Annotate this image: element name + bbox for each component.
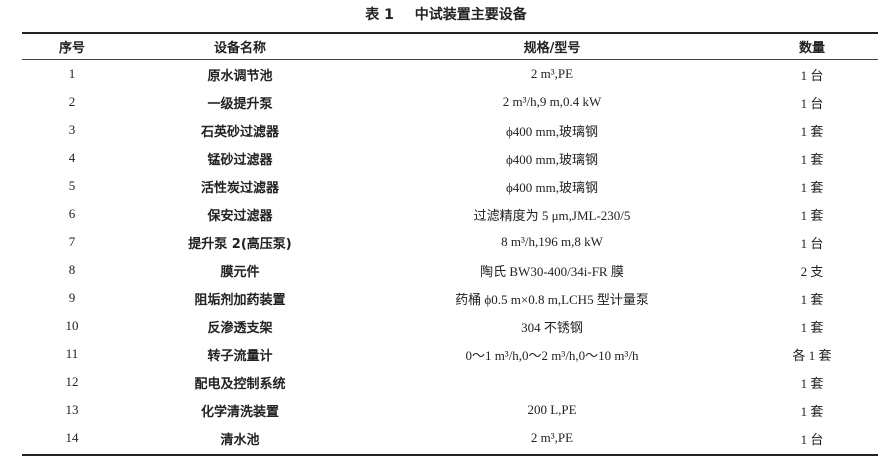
cell-no: 1 (68, 66, 76, 81)
cell-spec: ϕ400 mm,玻璃钢 (505, 123, 599, 139)
cell-no: 10 (65, 318, 79, 333)
cell-name: 清水池 (220, 432, 260, 448)
cell-spec: ϕ400 mm,玻璃钢 (505, 179, 599, 195)
cell-no: 2 (68, 94, 76, 109)
cell-spec: 2 m³,PE (530, 430, 574, 445)
cell-name: 化学清洗装置 (200, 404, 279, 420)
cell-qty: 1 套 (800, 123, 824, 139)
cell-no: 4 (68, 150, 76, 165)
cell-no: 7 (68, 234, 76, 249)
header-name: 设备名称 (213, 40, 266, 56)
table-row: 6 保安过滤器 过滤精度为 5 μm,JML-230/5 1 套 (22, 200, 878, 228)
cell-spec: 2 m³,PE (530, 66, 574, 81)
cell-spec: 药桶 ϕ0.5 m×0.8 m,LCH5 型计量泵 (455, 291, 649, 307)
header-no: 序号 (58, 40, 85, 56)
table-row: 2 一级提升泵 2 m³/h,9 m,0.4 kW 1 台 (22, 88, 878, 116)
table-row: 11 转子流量计 0～1 m³/h,0～2 m³/h,0～10 m³/h 各 1 套 (22, 340, 878, 368)
cell-name: 石英砂过滤器 (200, 124, 279, 140)
table-row: 14 清水池 2 m³,PE 1 台 (22, 424, 878, 452)
cell-name: 转子流量计 (207, 348, 273, 364)
cell-qty: 1 套 (800, 403, 824, 419)
header-row: 序号 设备名称 规格/型号 数量 (22, 32, 878, 60)
cell-name: 阻垢剂加药装置 (194, 292, 286, 308)
cell-no: 11 (65, 346, 79, 361)
cell-spec: 陶氏 BW30-400/34i-FR 膜 (480, 263, 624, 279)
table-row: 1 原水调节池 2 m³,PE 1 台 (22, 60, 878, 88)
cell-name: 提升泵 2(高压泵) (188, 236, 292, 252)
cell-name: 保安过滤器 (207, 208, 273, 224)
cell-qty: 1 套 (800, 151, 824, 167)
cell-no: 5 (68, 178, 76, 193)
table-row: 7 提升泵 2(高压泵) 8 m³/h,196 m,8 kW 1 台 (22, 228, 878, 256)
table-row: 12 配电及控制系统 1 套 (22, 368, 878, 396)
table-title: 表 1 中试装置主要设备 (0, 4, 892, 24)
table-row: 13 化学清洗装置 200 L,PE 1 套 (22, 396, 878, 424)
cell-name: 原水调节池 (207, 68, 273, 84)
cell-spec: 304 不锈钢 (521, 319, 583, 335)
cell-spec: 200 L,PE (527, 402, 577, 417)
top-rule (22, 32, 878, 34)
cell-no: 3 (68, 122, 76, 137)
cell-name: 反渗透支架 (207, 320, 273, 336)
table-row: 4 锰砂过滤器 ϕ400 mm,玻璃钢 1 套 (22, 144, 878, 172)
table-row: 9 阻垢剂加药装置 药桶 ϕ0.5 m×0.8 m,LCH5 型计量泵 1 套 (22, 284, 878, 312)
cell-no: 12 (65, 374, 79, 389)
cell-spec: 8 m³/h,196 m,8 kW (501, 234, 603, 249)
cell-no: 13 (65, 402, 79, 417)
cell-qty: 各 1 套 (792, 347, 832, 363)
cell-qty: 1 套 (800, 319, 824, 335)
cell-no: 6 (68, 206, 76, 221)
cell-no: 9 (68, 290, 76, 305)
cell-qty: 2 支 (800, 263, 824, 279)
cell-spec: 2 m³/h,9 m,0.4 kW (502, 94, 602, 109)
table-row: 8 膜元件 陶氏 BW30-400/34i-FR 膜 2 支 (22, 256, 878, 284)
cell-qty: 1 台 (800, 95, 824, 111)
cell-no: 8 (68, 262, 76, 277)
cell-qty: 1 台 (800, 431, 824, 447)
table-row: 3 石英砂过滤器 ϕ400 mm,玻璃钢 1 套 (22, 116, 878, 144)
cell-spec: ϕ400 mm,玻璃钢 (505, 151, 599, 167)
bottom-rule (22, 454, 878, 456)
table-number: 表 1 (365, 7, 394, 23)
cell-no: 14 (65, 430, 79, 445)
cell-spec: 0～1 m³/h,0～2 m³/h,0～10 m³/h (465, 347, 639, 363)
cell-qty: 1 台 (800, 67, 824, 83)
cell-spec: 过滤精度为 5 μm,JML-230/5 (473, 207, 631, 223)
table-caption: 中试装置主要设备 (414, 7, 527, 23)
cell-qty: 1 套 (800, 375, 824, 391)
cell-name: 活性炭过滤器 (200, 180, 279, 196)
cell-qty: 1 套 (800, 291, 824, 307)
cell-name: 膜元件 (220, 264, 260, 280)
cell-qty: 1 台 (800, 235, 824, 251)
cell-name: 锰砂过滤器 (207, 152, 273, 168)
header-spec: 规格/型号 (523, 40, 581, 56)
table-row: 10 反渗透支架 304 不锈钢 1 套 (22, 312, 878, 340)
cell-qty: 1 套 (800, 179, 824, 195)
cell-name: 一级提升泵 (207, 96, 273, 112)
header-rule (22, 59, 878, 60)
cell-qty: 1 套 (800, 207, 824, 223)
cell-name: 配电及控制系统 (194, 376, 286, 392)
header-qty: 数量 (798, 40, 825, 56)
table-row: 5 活性炭过滤器 ϕ400 mm,玻璃钢 1 套 (22, 172, 878, 200)
